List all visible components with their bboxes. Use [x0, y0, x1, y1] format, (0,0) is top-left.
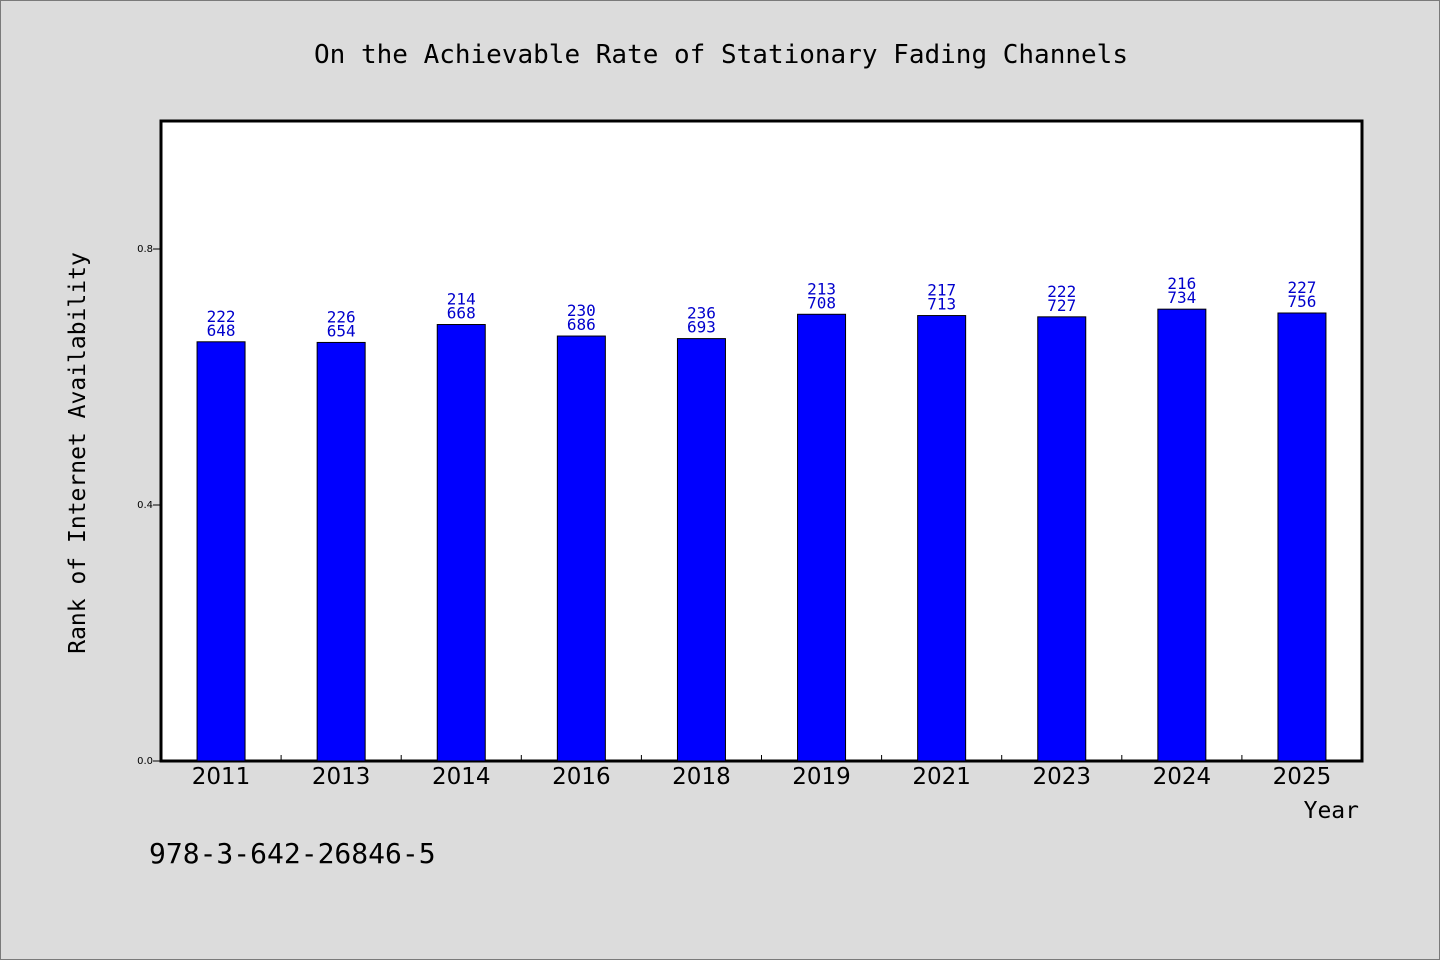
bar — [917, 315, 967, 762]
x-axis: 2011 2013 2014 2016 2018 2019 2021 2023 2024 2025 — [192, 755, 1331, 790]
bar-label-bottom: 713 — [927, 295, 956, 314]
bar-label-top: 230 — [567, 301, 596, 320]
y-axis: 0.0 0.4 0.8 — [137, 244, 161, 767]
bar-label-top: 222 — [207, 307, 236, 326]
bar — [1277, 312, 1327, 762]
x-tick-label: 2011 — [192, 764, 251, 790]
bar-label-top: 222 — [1047, 282, 1076, 301]
bar — [196, 341, 246, 762]
bar-label-bottom: 708 — [807, 293, 836, 312]
bar-label-bottom: 668 — [447, 304, 476, 323]
isbn-text: 978-3-642-26846-5 — [149, 837, 436, 870]
bar-label-top: 217 — [927, 281, 956, 300]
bar — [676, 338, 726, 762]
x-tick-label: 2014 — [432, 764, 491, 790]
chart-title: On the Achievable Rate of Stationary Fad… — [314, 40, 1128, 70]
bar-label-top: 214 — [447, 290, 476, 309]
y-tick-label: 0.8 — [137, 244, 153, 255]
y-axis-label: Rank of Internet Availability — [65, 252, 91, 654]
x-tick-label: 2013 — [312, 764, 371, 790]
bar — [1157, 308, 1207, 762]
x-tick-label: 2018 — [672, 764, 731, 790]
x-tick-label: 2024 — [1153, 764, 1212, 790]
bar — [797, 313, 847, 762]
bar-label-bottom: 734 — [1167, 288, 1196, 307]
bar-label-top: 226 — [327, 307, 356, 326]
bar-label-bottom: 693 — [687, 318, 716, 337]
y-tick-label: 0.0 — [137, 756, 153, 767]
bar — [316, 341, 366, 762]
x-tick-label: 2019 — [792, 764, 851, 790]
x-tick-label: 2016 — [552, 764, 611, 790]
bar-label-top: 216 — [1167, 274, 1196, 293]
bar — [1037, 316, 1087, 762]
bar-label-bottom: 654 — [327, 321, 356, 340]
bar — [556, 335, 606, 762]
bar-label-top: 227 — [1287, 278, 1316, 297]
bar-label-bottom: 727 — [1047, 296, 1076, 315]
bar — [436, 324, 486, 762]
bar-label-bottom: 648 — [207, 321, 236, 340]
bars — [196, 308, 1327, 762]
bar-label-bottom: 756 — [1287, 292, 1316, 311]
x-tick-label: 2025 — [1273, 764, 1332, 790]
x-tick-label: 2021 — [912, 764, 971, 790]
bar-label-bottom: 686 — [567, 315, 596, 334]
x-axis-label: Year — [1304, 798, 1359, 824]
x-tick-label: 2023 — [1032, 764, 1091, 790]
y-tick-label: 0.4 — [137, 500, 153, 511]
bar-label-top: 236 — [687, 304, 716, 323]
bar-label-top: 213 — [807, 279, 836, 298]
